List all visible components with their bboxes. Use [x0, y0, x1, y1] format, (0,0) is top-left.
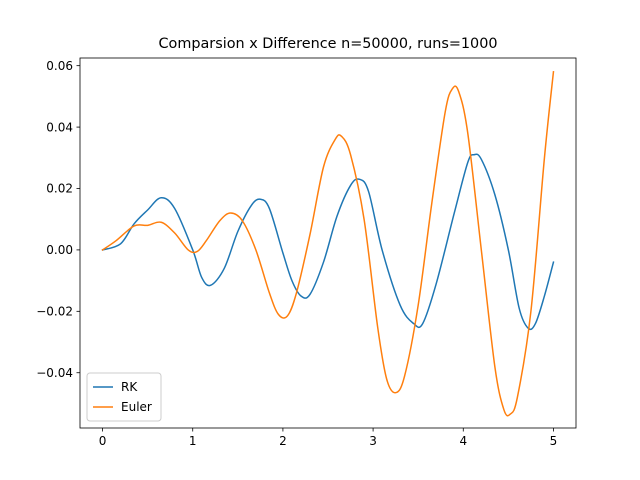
x-tick-label: 1	[189, 434, 197, 448]
legend-label-rk: RK	[121, 380, 138, 394]
y-tick-label: −0.04	[36, 366, 73, 380]
x-tick-label: 5	[550, 434, 558, 448]
series-line-euler	[101, 70, 555, 417]
legend-label-euler: Euler	[121, 400, 152, 414]
x-tick-label: 0	[99, 434, 107, 448]
y-tick-label: 0.04	[46, 120, 73, 134]
x-tick-label: 4	[459, 434, 467, 448]
x-axis: 0 1 2 3 4 5	[99, 428, 558, 448]
chart-title: Comparsion x Difference n=50000, runs=10…	[158, 36, 497, 52]
y-tick-label: 0.02	[46, 182, 73, 196]
axes-frame	[79, 57, 577, 429]
legend-box	[86, 372, 162, 422]
series-line-rk	[101, 153, 555, 331]
y-axis: −0.04 −0.02 0.00 0.02 0.04 0.06	[36, 59, 80, 380]
y-tick-label: −0.02	[36, 305, 73, 319]
x-tick-label: 3	[369, 434, 377, 448]
plot-area	[101, 70, 555, 417]
y-tick-label: 0.06	[46, 59, 73, 73]
x-tick-label: 2	[279, 434, 287, 448]
legend: RK Euler	[86, 372, 162, 422]
y-tick-label: 0.00	[46, 243, 73, 257]
